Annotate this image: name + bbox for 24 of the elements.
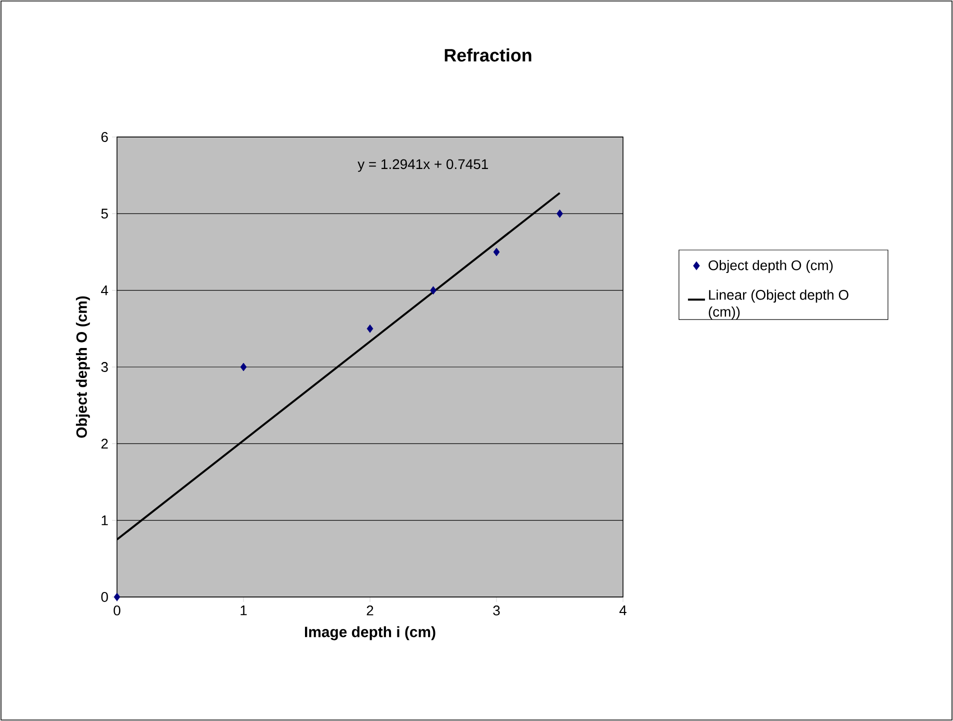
y-tick-label: 0	[101, 592, 108, 602]
point	[114, 592, 120, 602]
x-tick-label: 3	[493, 606, 500, 616]
y-tick-label: 1	[102, 516, 108, 526]
point	[240, 362, 247, 372]
y-tick-label: 6	[101, 132, 108, 142]
legend-label: Linear (Object depth O (cm))	[708, 290, 848, 320]
y-tick-label: 5	[101, 208, 108, 219]
x-tick-label: 1	[240, 606, 247, 616]
y-tick-label: 4	[101, 286, 108, 296]
point	[366, 324, 374, 333]
point	[493, 248, 500, 256]
y-tick-label: 2	[101, 438, 108, 449]
x-axis-title: Image depth i (cm)	[304, 626, 436, 640]
x-tick-label: 2	[366, 606, 374, 616]
x-tick-label: 0	[114, 606, 120, 616]
chart-title: Refraction	[444, 48, 532, 62]
point	[430, 286, 436, 295]
y-axis-title: Object depth O (cm)	[76, 296, 90, 438]
y-tick-label: 3	[101, 362, 108, 372]
annotation: y = 1.2941x + 0.7451	[358, 159, 488, 172]
point	[556, 209, 563, 218]
legend-label: Object depth O (cm)	[708, 260, 833, 273]
x-tick-label: 4	[619, 606, 626, 616]
